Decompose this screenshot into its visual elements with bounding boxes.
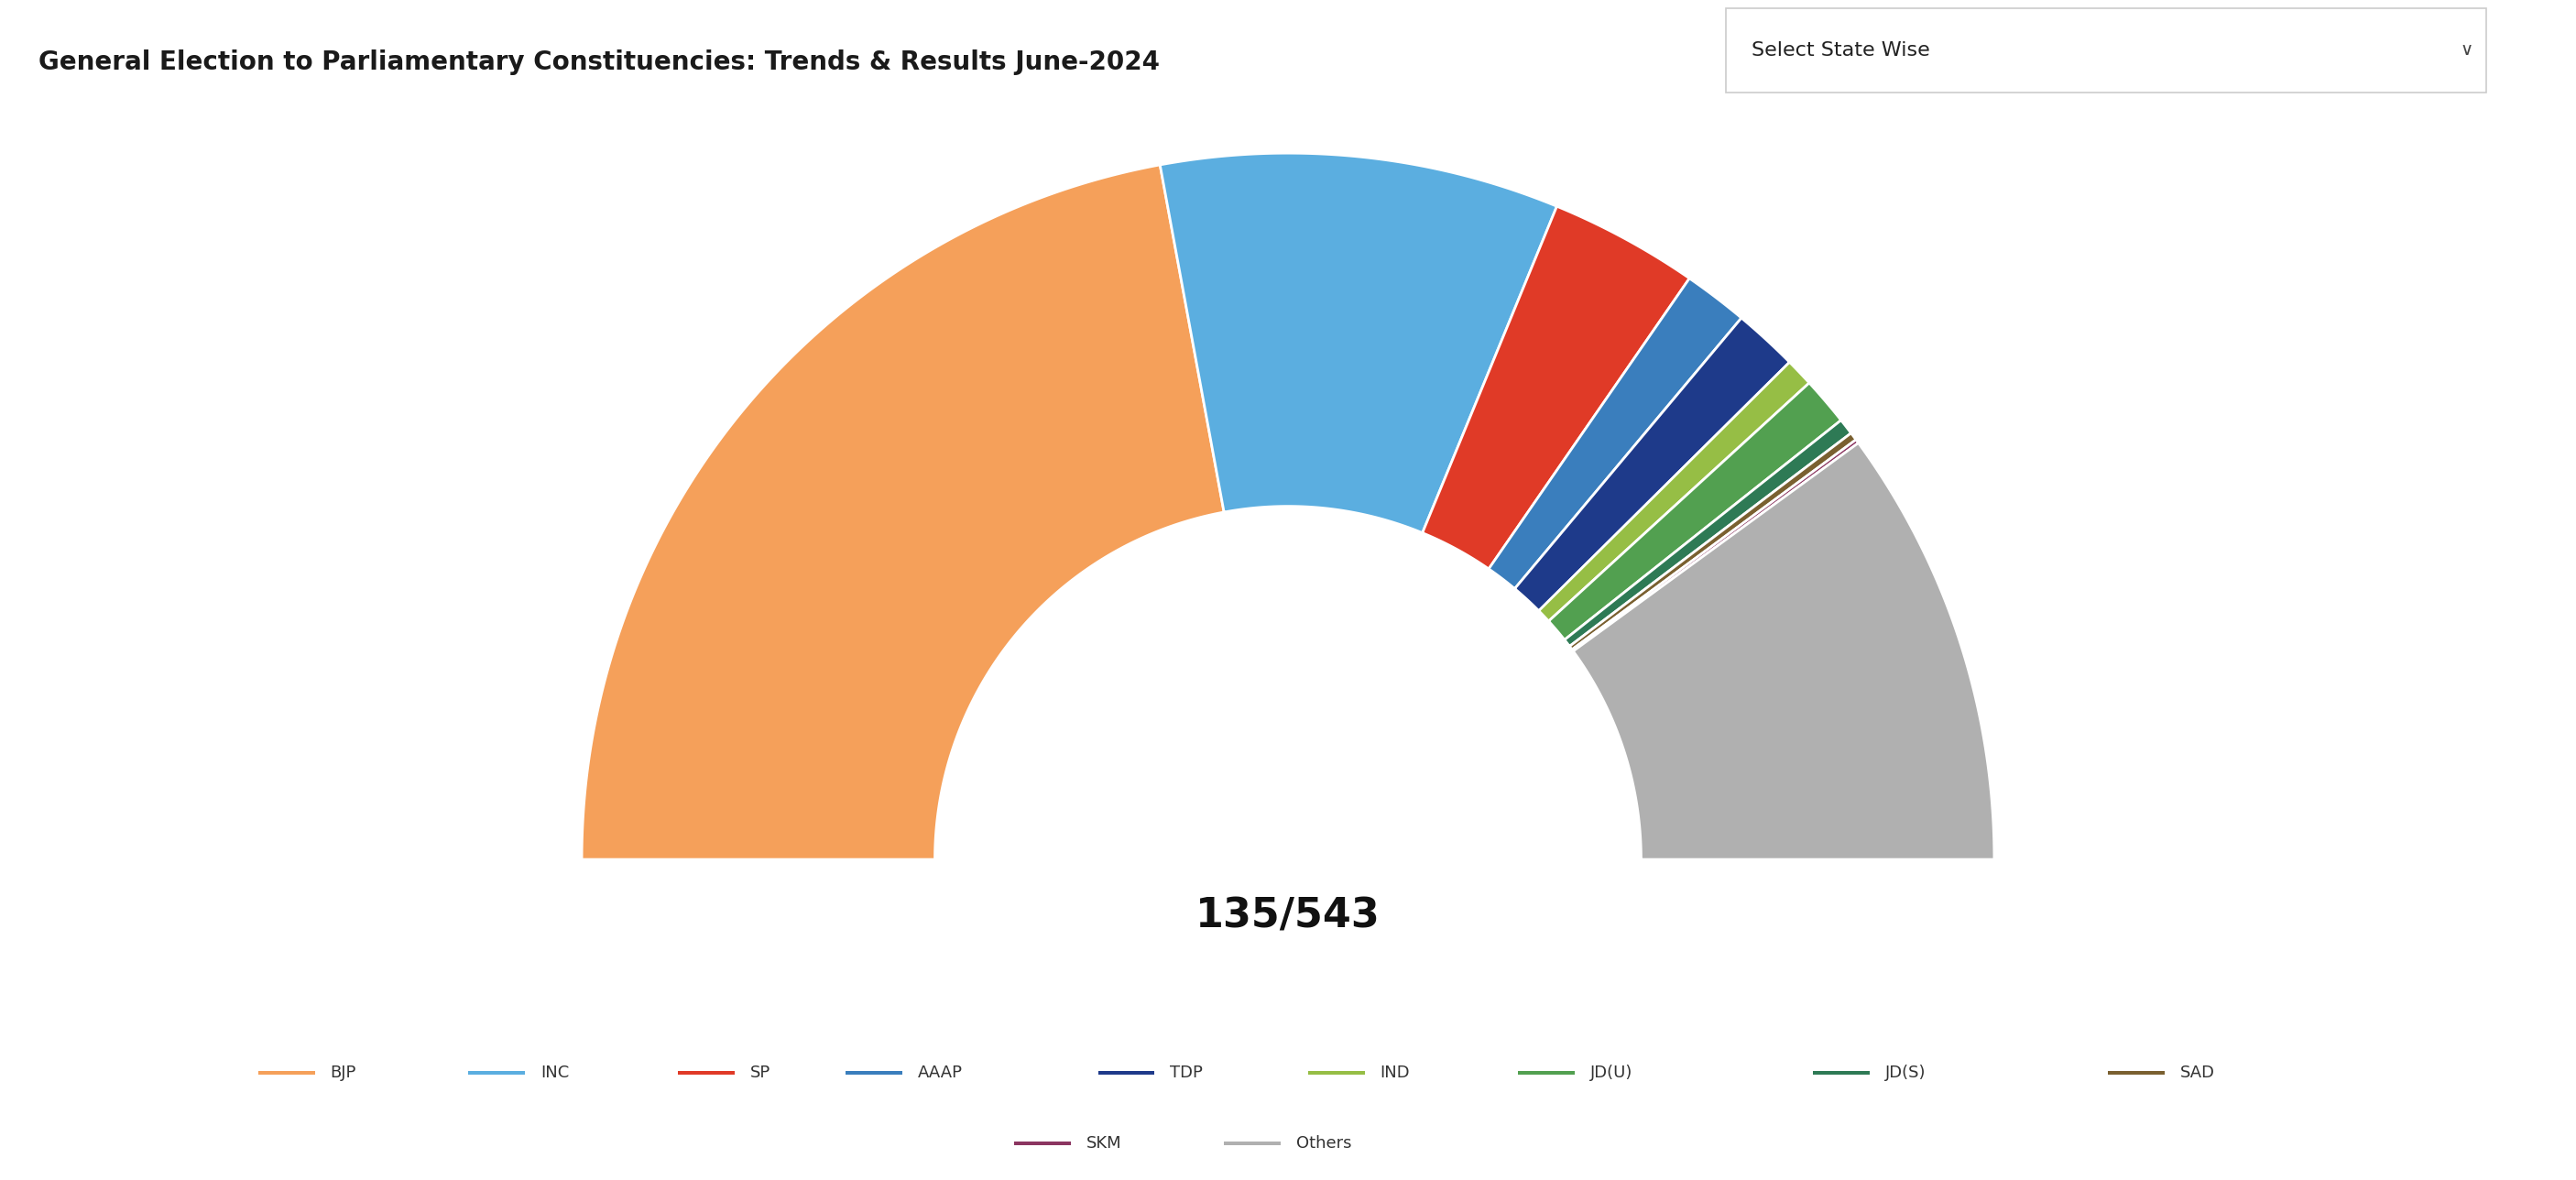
Text: SKM: SKM [1087,1135,1121,1152]
Polygon shape [1569,433,1855,649]
Text: BJP: BJP [330,1064,355,1081]
Polygon shape [1574,442,1994,859]
Text: INC: INC [541,1064,569,1081]
Text: 135/543: 135/543 [1195,897,1381,936]
Bar [258,1070,314,1075]
Polygon shape [1422,206,1690,569]
Polygon shape [1564,420,1852,647]
Text: General Election to Parliamentary Constituencies: Trends & Results June-2024: General Election to Parliamentary Consti… [39,50,1159,76]
Polygon shape [1571,440,1857,651]
Bar [1309,1070,1365,1075]
Polygon shape [1538,362,1808,621]
Text: IND: IND [1381,1064,1409,1081]
Polygon shape [582,165,1224,859]
Text: TDP: TDP [1170,1064,1203,1081]
Text: Others: Others [1296,1135,1352,1152]
FancyBboxPatch shape [1726,8,2486,92]
Polygon shape [1159,153,1556,533]
Text: JD(S): JD(S) [1886,1064,1927,1081]
Bar [1224,1142,1280,1146]
Bar [1015,1142,1072,1146]
Bar [469,1070,526,1075]
Text: JD(U): JD(U) [1589,1064,1633,1081]
Text: ∨: ∨ [2460,41,2473,59]
Bar [2107,1070,2164,1075]
Polygon shape [1548,382,1842,640]
Text: SP: SP [750,1064,770,1081]
Text: SAD: SAD [2179,1064,2215,1081]
Text: Select State Wise: Select State Wise [1752,41,1929,59]
Bar [1097,1070,1154,1075]
Bar [845,1070,902,1075]
Polygon shape [1515,317,1790,611]
Bar [1517,1070,1574,1075]
Polygon shape [1489,278,1741,589]
Bar [1814,1070,1870,1075]
Bar [677,1070,734,1075]
Text: AAAP: AAAP [917,1064,963,1081]
